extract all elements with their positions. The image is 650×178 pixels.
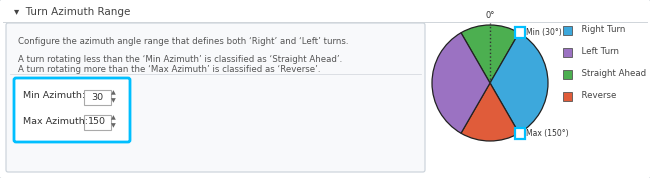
Text: ▲: ▲ [111, 90, 116, 96]
Text: ▼: ▼ [111, 98, 116, 103]
Wedge shape [461, 25, 519, 83]
Text: 30: 30 [91, 93, 103, 101]
FancyBboxPatch shape [14, 78, 130, 142]
Text: A turn rotating more than the ‘Max Azimuth’ is classified as ‘Reverse’.: A turn rotating more than the ‘Max Azimu… [18, 65, 320, 74]
Text: 150: 150 [88, 117, 106, 127]
Text: Min Azimuth:: Min Azimuth: [23, 91, 85, 101]
Text: Configure the azimuth angle range that defines both ‘Right’ and ‘Left’ turns.: Configure the azimuth angle range that d… [18, 37, 348, 46]
FancyBboxPatch shape [563, 70, 572, 79]
FancyBboxPatch shape [563, 48, 572, 57]
Text: Max (150°): Max (150°) [526, 129, 569, 138]
FancyBboxPatch shape [6, 23, 425, 172]
Text: Max Azimuth:: Max Azimuth: [23, 116, 88, 125]
Text: Reverse: Reverse [576, 91, 616, 101]
FancyBboxPatch shape [83, 90, 111, 104]
Text: ▲: ▲ [111, 116, 116, 121]
Text: ▾  Turn Azimuth Range: ▾ Turn Azimuth Range [14, 7, 131, 17]
Wedge shape [490, 33, 548, 133]
Wedge shape [432, 33, 490, 133]
FancyBboxPatch shape [515, 27, 525, 38]
FancyBboxPatch shape [563, 26, 572, 35]
Text: A turn rotating less than the ‘Min Azimuth’ is classified as ‘Straight Ahead’.: A turn rotating less than the ‘Min Azimu… [18, 55, 343, 64]
Text: Right Turn: Right Turn [576, 25, 625, 35]
Text: Straight Ahead: Straight Ahead [576, 69, 646, 78]
Text: 0°: 0° [486, 11, 495, 20]
Text: Min (30°): Min (30°) [526, 28, 562, 37]
Text: ▼: ▼ [111, 124, 116, 129]
Wedge shape [461, 83, 519, 141]
Text: Left Turn: Left Turn [576, 48, 619, 56]
FancyBboxPatch shape [515, 128, 525, 139]
FancyBboxPatch shape [563, 92, 572, 101]
FancyBboxPatch shape [83, 114, 111, 130]
